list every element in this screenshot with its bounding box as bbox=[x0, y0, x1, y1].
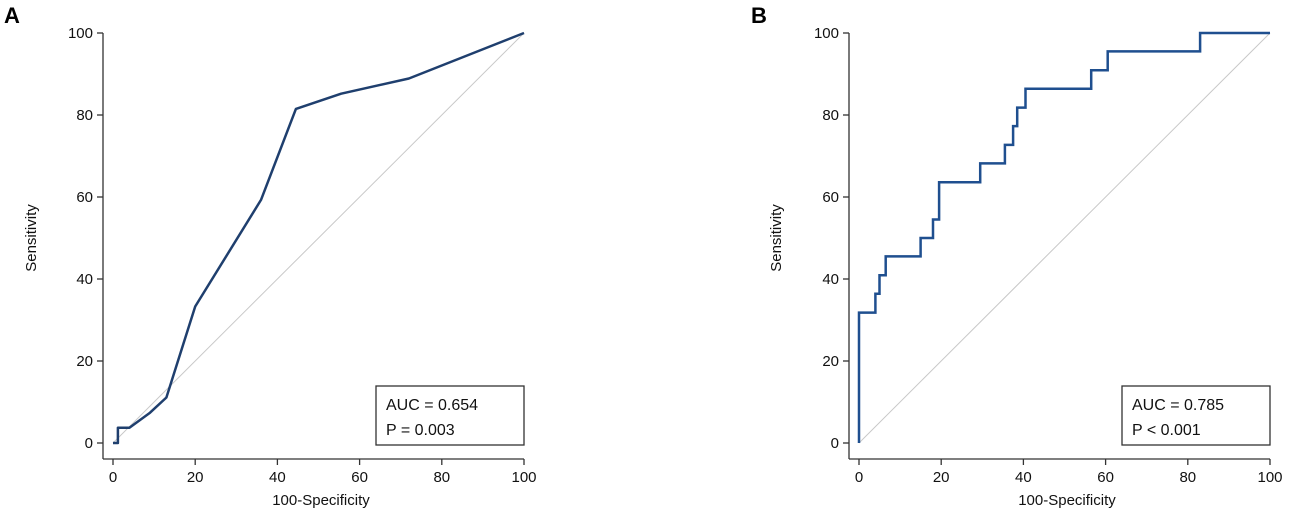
panel-a-y-tick-label: 80 bbox=[76, 107, 93, 124]
panel-a-letter: A bbox=[4, 3, 20, 28]
panel-a-y-tick-label: 40 bbox=[76, 271, 93, 288]
panel-b-y-axis-title: Sensitivity bbox=[768, 204, 785, 272]
panel-a-x-tick-label: 100 bbox=[511, 469, 536, 486]
panel-a-stats-frame bbox=[375, 385, 525, 446]
panel-b: B 0 20 40 60 80 100 0 20 40 60 80 100 100-Specific… bbox=[751, 3, 1283, 509]
panel-a-x-ticks: 0 20 40 60 80 100 bbox=[109, 459, 537, 486]
panel-b-x-tick-label: 60 bbox=[1097, 469, 1114, 486]
panel-b-y-tick-label: 60 bbox=[822, 189, 839, 206]
panel-a-y-tick-label: 20 bbox=[76, 353, 93, 370]
panel-b-x-tick-label: 20 bbox=[933, 469, 950, 486]
panel-b-y-tick-label: 20 bbox=[822, 353, 839, 370]
panel-b-x-tick-label: 100 bbox=[1257, 469, 1282, 486]
panel-a-y-axis-title: Sensitivity bbox=[23, 204, 40, 272]
panel-a-x-tick-label: 60 bbox=[351, 469, 368, 486]
panel-b-stats-frame bbox=[1121, 385, 1271, 446]
panel-b-y-tick-label: 0 bbox=[831, 435, 839, 452]
panel-a: A 0 20 40 60 80 100 0 20 40 60 80 100 100-Specific… bbox=[4, 3, 537, 509]
panel-a-y-tick-label: 100 bbox=[68, 25, 93, 42]
panel-a-stats-box: AUC = 0.654 P = 0.003 bbox=[375, 385, 525, 446]
panel-b-x-tick-label: 40 bbox=[1015, 469, 1032, 486]
panel-b-x-ticks: 0 20 40 60 80 100 bbox=[855, 459, 1283, 486]
panel-b-x-tick-label: 80 bbox=[1179, 469, 1196, 486]
panel-a-auc-label: AUC = 0.654 bbox=[386, 397, 478, 414]
panel-b-x-tick-label: 0 bbox=[855, 469, 863, 486]
panel-a-y-tick-label: 60 bbox=[76, 189, 93, 206]
panel-b-reference-diagonal bbox=[858, 32, 1271, 444]
panel-a-x-tick-label: 20 bbox=[187, 469, 204, 486]
panel-b-y-tick-label: 40 bbox=[822, 271, 839, 288]
panel-a-roc-curve bbox=[113, 31, 525, 445]
panel-a-x-axis-title: 100-Specificity bbox=[272, 492, 370, 509]
panel-b-p-value-label: P < 0.001 bbox=[1132, 422, 1201, 439]
panel-b-x-axis-title: 100-Specificity bbox=[1018, 492, 1116, 509]
panel-b-roc-curve bbox=[857, 31, 1270, 443]
panel-b-y-tick-label: 100 bbox=[814, 25, 839, 42]
panel-b-y-ticks: 0 20 40 60 80 100 bbox=[814, 25, 849, 452]
panel-a-y-tick-label: 0 bbox=[85, 435, 93, 452]
panel-b-letter: B bbox=[751, 3, 767, 28]
panel-a-y-ticks: 0 20 40 60 80 100 bbox=[68, 25, 103, 452]
panel-a-x-tick-label: 80 bbox=[433, 469, 450, 486]
panel-b-auc-label: AUC = 0.785 bbox=[1132, 397, 1224, 414]
panel-b-stats-box: AUC = 0.785 P < 0.001 bbox=[1121, 385, 1271, 446]
panel-a-x-tick-label: 40 bbox=[269, 469, 286, 486]
panel-a-x-tick-label: 0 bbox=[109, 469, 117, 486]
panel-b-y-tick-label: 80 bbox=[822, 107, 839, 124]
panel-a-p-value-label: P = 0.003 bbox=[386, 422, 455, 439]
panel-a-reference-diagonal bbox=[112, 32, 525, 444]
